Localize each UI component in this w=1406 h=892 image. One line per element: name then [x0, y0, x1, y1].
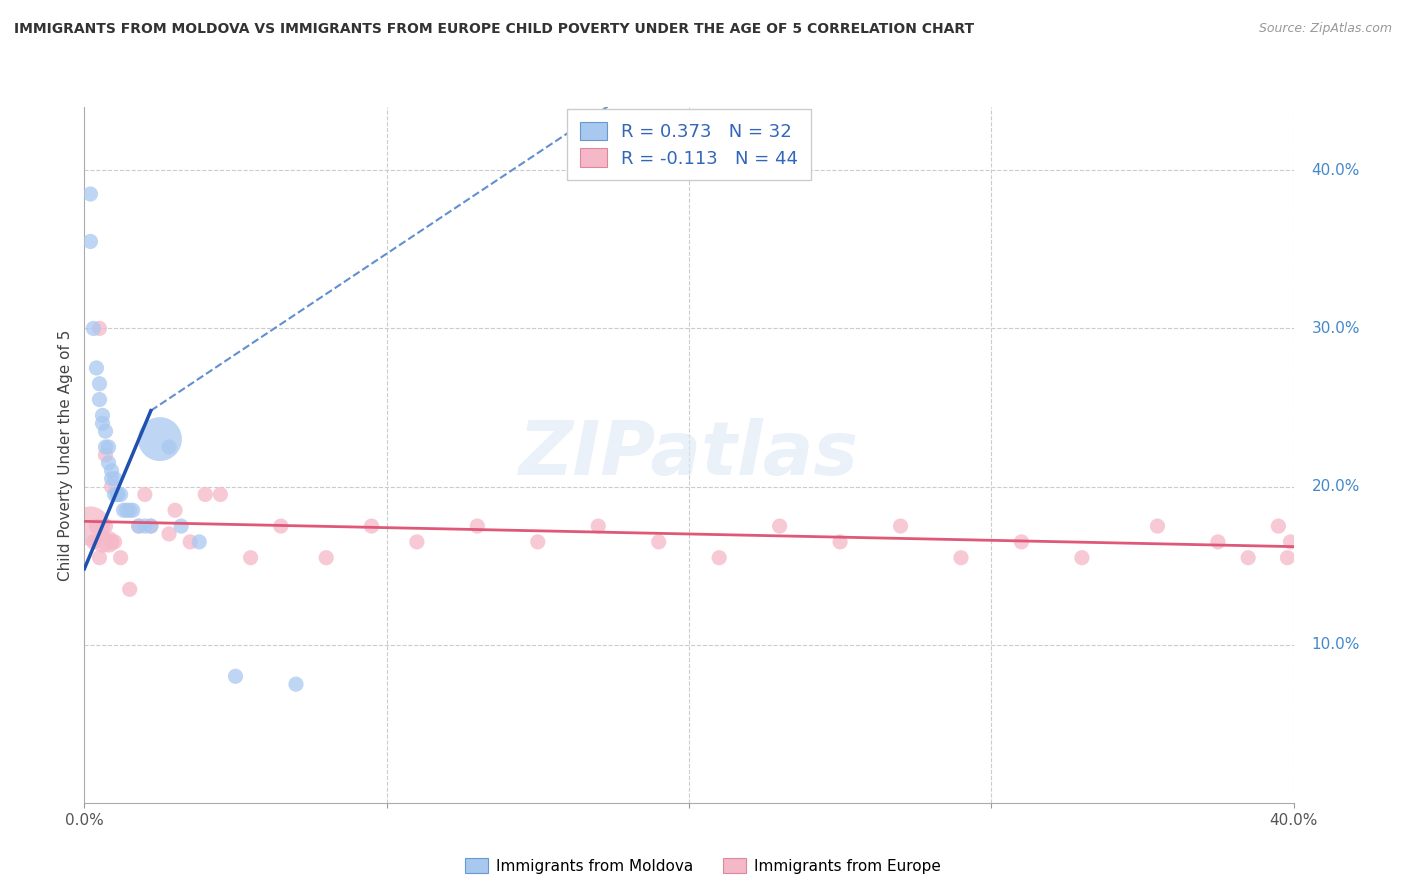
Point — [360, 519, 382, 533]
Point — [100, 472, 122, 486]
Point — [588, 519, 610, 533]
Point — [82, 534, 104, 549]
Point — [121, 503, 143, 517]
Point — [86, 360, 108, 375]
Point — [194, 487, 217, 501]
Point — [950, 550, 973, 565]
Point — [94, 448, 117, 462]
Point — [94, 440, 117, 454]
Point — [112, 503, 135, 517]
Point — [209, 487, 232, 501]
Point — [139, 519, 162, 533]
Point — [79, 186, 101, 201]
Point — [110, 487, 132, 501]
Point — [134, 487, 156, 501]
Text: 10.0%: 10.0% — [1312, 637, 1360, 652]
Point — [100, 534, 122, 549]
Point — [157, 440, 180, 454]
Point — [769, 519, 792, 533]
Point — [467, 519, 489, 533]
Point — [239, 550, 262, 565]
Point — [1237, 550, 1260, 565]
Text: 30.0%: 30.0% — [1312, 321, 1360, 336]
Point — [139, 519, 162, 533]
Point — [115, 503, 138, 517]
Text: Source: ZipAtlas.com: Source: ZipAtlas.com — [1258, 22, 1392, 36]
Point — [128, 519, 150, 533]
Point — [94, 519, 117, 533]
Point — [1146, 519, 1168, 533]
Point — [104, 487, 127, 501]
Point — [134, 519, 156, 533]
Point — [188, 534, 211, 549]
Point — [107, 487, 129, 501]
Point — [526, 534, 548, 549]
Point — [104, 534, 127, 549]
Point — [179, 534, 201, 549]
Point — [104, 472, 127, 486]
Point — [79, 235, 101, 249]
Point — [709, 550, 731, 565]
Point — [97, 456, 120, 470]
Point — [830, 534, 852, 549]
Y-axis label: Child Poverty Under the Age of 5: Child Poverty Under the Age of 5 — [58, 329, 73, 581]
Point — [1010, 534, 1032, 549]
Point — [890, 519, 912, 533]
Point — [89, 376, 111, 391]
Text: IMMIGRANTS FROM MOLDOVA VS IMMIGRANTS FROM EUROPE CHILD POVERTY UNDER THE AGE OF: IMMIGRANTS FROM MOLDOVA VS IMMIGRANTS FR… — [14, 22, 974, 37]
Point — [284, 677, 308, 691]
Point — [79, 519, 101, 533]
Point — [157, 527, 180, 541]
Point — [107, 487, 129, 501]
Point — [163, 503, 186, 517]
Point — [1206, 534, 1229, 549]
Point — [91, 409, 114, 423]
Point — [1277, 550, 1299, 565]
Point — [91, 534, 114, 549]
Point — [86, 519, 108, 533]
Point — [315, 550, 337, 565]
Point — [1267, 519, 1289, 533]
Point — [170, 519, 193, 533]
Point — [97, 534, 120, 549]
Point — [110, 550, 132, 565]
Point — [97, 440, 120, 454]
Point — [100, 464, 122, 478]
Legend: Immigrants from Moldova, Immigrants from Europe: Immigrants from Moldova, Immigrants from… — [458, 852, 948, 880]
Point — [118, 503, 141, 517]
Point — [1071, 550, 1094, 565]
Point — [94, 424, 117, 438]
Text: 20.0%: 20.0% — [1312, 479, 1360, 494]
Point — [128, 519, 150, 533]
Point — [89, 550, 111, 565]
Point — [89, 321, 111, 335]
Point — [89, 392, 111, 407]
Point — [225, 669, 247, 683]
Point — [100, 479, 122, 493]
Point — [91, 417, 114, 431]
Point — [270, 519, 292, 533]
Point — [149, 432, 172, 446]
Legend: R = 0.373   N = 32, R = -0.113   N = 44: R = 0.373 N = 32, R = -0.113 N = 44 — [567, 109, 811, 180]
Point — [647, 534, 671, 549]
Point — [82, 321, 104, 335]
Text: 40.0%: 40.0% — [1312, 163, 1360, 178]
Text: ZIPatlas: ZIPatlas — [519, 418, 859, 491]
Point — [406, 534, 429, 549]
Point — [1279, 534, 1302, 549]
Point — [118, 582, 141, 597]
